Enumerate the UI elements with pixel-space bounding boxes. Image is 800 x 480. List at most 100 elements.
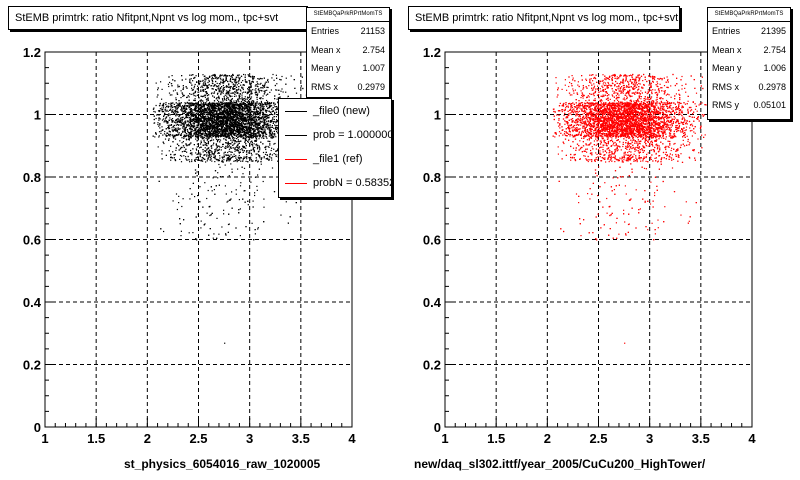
data-point (179, 140, 181, 142)
data-point (207, 87, 209, 89)
data-point (276, 89, 278, 91)
data-point (260, 101, 263, 104)
data-point (179, 104, 181, 106)
data-point (274, 121, 276, 123)
data-point (173, 112, 176, 115)
data-point (225, 102, 228, 104)
data-point (254, 119, 256, 121)
data-point (252, 132, 254, 134)
data-point (190, 118, 192, 120)
data-point (247, 106, 249, 108)
data-point (163, 114, 165, 117)
data-point (201, 159, 203, 161)
data-point (250, 156, 252, 158)
data-point (171, 106, 173, 109)
data-point (170, 107, 172, 109)
data-point (216, 124, 218, 126)
data-point (273, 104, 275, 106)
data-point (261, 87, 263, 89)
data-point (256, 185, 258, 187)
data-point (235, 132, 237, 134)
data-point (249, 91, 251, 93)
data-point (155, 82, 157, 84)
data-point (254, 146, 256, 149)
data-point (173, 137, 175, 139)
data-point (188, 133, 190, 135)
data-point (159, 102, 161, 104)
data-point (170, 102, 172, 104)
data-point (259, 131, 261, 133)
data-point (250, 117, 252, 119)
data-point (235, 108, 237, 110)
data-point (199, 99, 201, 102)
data-point (233, 110, 235, 112)
data-point (264, 131, 266, 133)
data-point (256, 189, 258, 191)
data-point (199, 100, 201, 102)
data-point (270, 149, 272, 152)
data-point (170, 145, 172, 147)
data-point (239, 208, 241, 210)
data-point (200, 129, 202, 131)
data-point (260, 159, 262, 161)
data-point (271, 167, 274, 169)
data-point (160, 81, 162, 83)
data-point (210, 155, 212, 157)
data-point (228, 137, 230, 139)
data-point (256, 122, 258, 124)
data-point (153, 107, 155, 109)
data-point (198, 133, 200, 135)
data-point (236, 84, 238, 86)
data-point (215, 119, 217, 121)
data-point (247, 100, 250, 102)
data-point (273, 133, 276, 135)
data-point (242, 80, 244, 82)
data-point (239, 157, 241, 159)
data-point (182, 112, 184, 114)
data-point (165, 102, 167, 104)
data-point (158, 105, 161, 107)
data-point (265, 148, 267, 151)
data-point (247, 152, 249, 154)
data-point (198, 135, 200, 137)
data-point (190, 82, 192, 84)
data-point (265, 126, 267, 128)
data-point (239, 130, 241, 132)
data-point (181, 110, 183, 112)
data-point (219, 132, 221, 134)
data-point (248, 102, 251, 104)
data-point (256, 107, 258, 109)
data-point (158, 110, 160, 113)
data-point (243, 167, 246, 169)
data-point (279, 78, 281, 81)
data-point (260, 163, 262, 165)
data-point (215, 107, 217, 109)
data-point (275, 136, 277, 138)
data-point (237, 156, 239, 158)
data-point (274, 124, 276, 126)
data-point (263, 106, 265, 108)
data-point (202, 84, 204, 86)
data-point (244, 80, 246, 82)
data-point (218, 135, 220, 137)
data-point (220, 104, 222, 106)
data-point (225, 234, 227, 236)
data-point (208, 94, 210, 96)
data-point (255, 125, 257, 127)
data-point (227, 80, 229, 82)
data-point (227, 223, 230, 226)
data-point (274, 128, 276, 130)
left-scatter-points (152, 73, 313, 344)
data-point (235, 157, 237, 159)
data-point (223, 121, 225, 123)
data-point (264, 153, 267, 155)
data-point (226, 146, 228, 148)
data-point (163, 111, 165, 113)
data-point (247, 109, 249, 111)
data-point (259, 83, 261, 85)
data-point (160, 130, 162, 132)
data-point (275, 153, 277, 156)
data-point (247, 204, 249, 206)
data-point (163, 115, 165, 118)
data-point (241, 148, 243, 150)
